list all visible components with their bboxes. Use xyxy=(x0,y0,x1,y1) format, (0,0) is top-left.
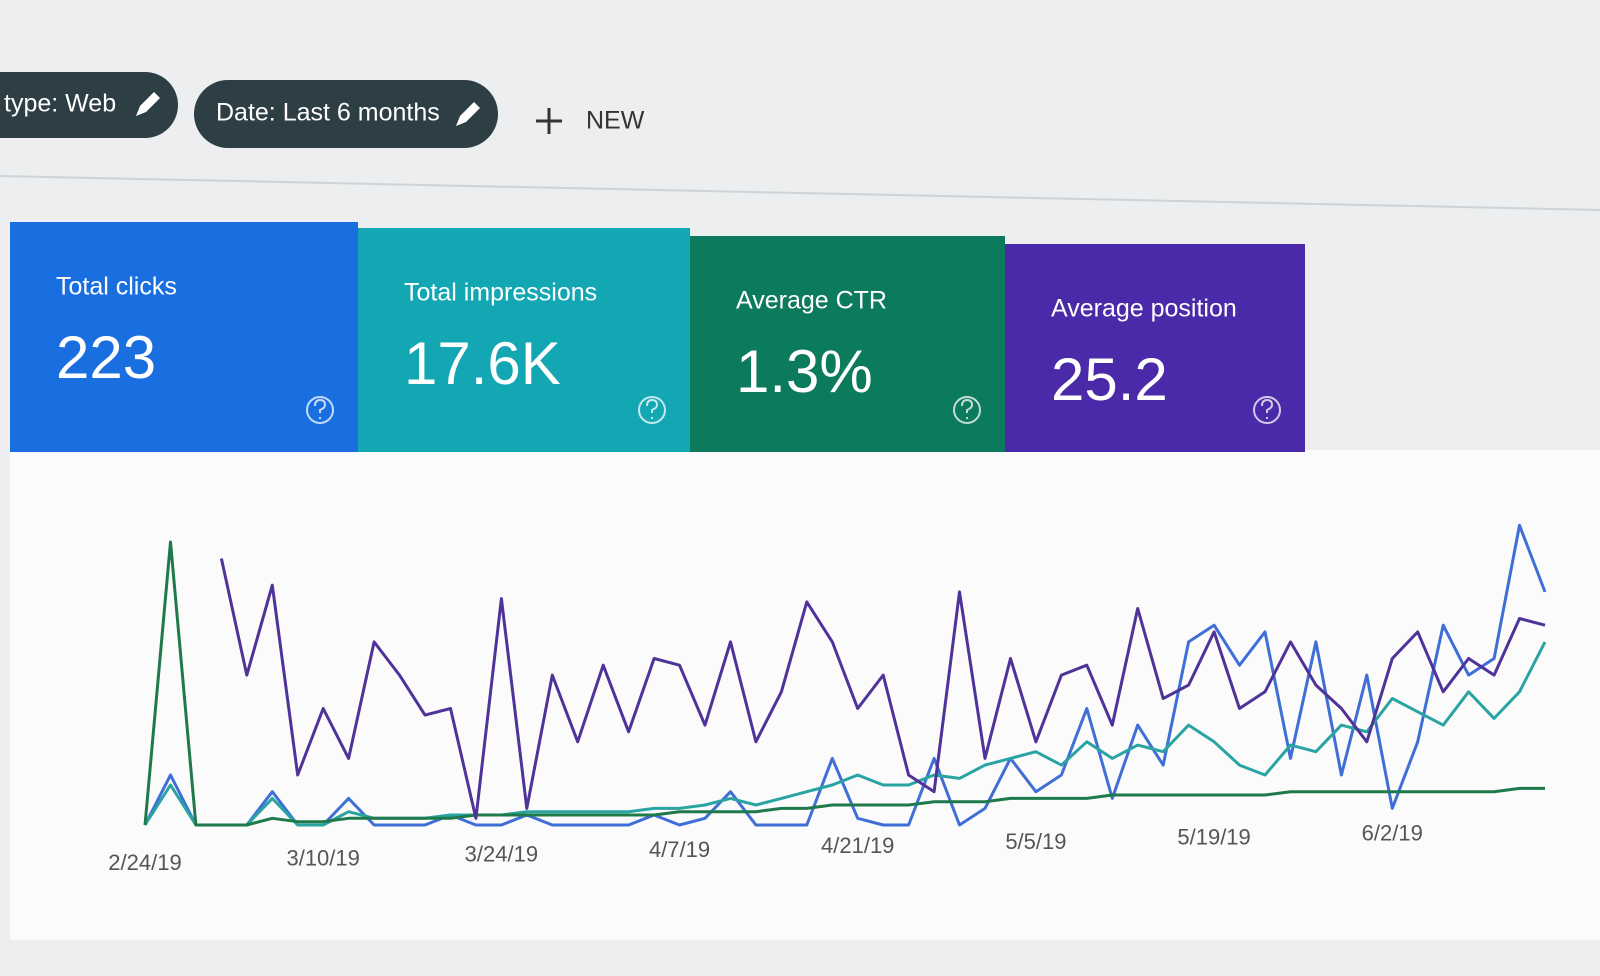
x-tick-label: 4/21/19 xyxy=(821,833,894,858)
series-line xyxy=(143,523,1547,827)
edit-icon xyxy=(136,92,160,116)
x-tick-label: 3/24/19 xyxy=(465,841,538,866)
x-tick-label: 5/5/19 xyxy=(1005,829,1066,854)
card-value: 1.3% xyxy=(736,338,873,405)
plus-icon xyxy=(536,108,562,134)
performance-chart: 2/24/19 3/10/19 3/24/19 4/7/19 4/21/19 5/5/19… xyxy=(108,523,1547,875)
metric-card[interactable]: Average position 25.2 xyxy=(1005,244,1305,452)
card-label: Average CTR xyxy=(736,287,887,315)
edit-icon xyxy=(456,102,480,126)
metric-card[interactable]: Total clicks 223 xyxy=(10,222,358,452)
help-icon xyxy=(953,396,981,424)
x-tick-label: 5/19/19 xyxy=(1177,825,1250,850)
metric-card[interactable]: Average CTR 1.3% xyxy=(690,236,1005,452)
chart-panel xyxy=(10,450,1600,940)
help-icon-glyph xyxy=(961,398,974,419)
chip-label: type: Web xyxy=(4,90,116,118)
metric-cards: Total clicks 223 Total impressions 17.6K Ave… xyxy=(10,222,1305,452)
chip-label: Date: Last 6 months xyxy=(216,99,440,127)
filter-chip[interactable]: Date: Last 6 months xyxy=(194,80,498,148)
metric-card[interactable]: Total impressions 17.6K xyxy=(358,228,690,452)
help-icon xyxy=(306,396,334,424)
card-bg xyxy=(1005,244,1305,452)
new-label: NEW xyxy=(586,107,645,135)
chip-bg xyxy=(194,80,498,148)
card-bg xyxy=(690,236,1005,452)
help-icon-glyph xyxy=(646,398,659,419)
help-icon xyxy=(1253,396,1281,424)
x-tick-label: 3/10/19 xyxy=(286,846,359,871)
chip-bg xyxy=(0,72,178,138)
card-bg xyxy=(10,222,358,452)
x-tick-label: 6/2/19 xyxy=(1362,820,1423,845)
series-line xyxy=(143,540,1545,827)
help-icon-glyph xyxy=(1261,398,1274,419)
card-label: Average position xyxy=(1051,295,1237,323)
series-line xyxy=(219,558,1546,820)
card-label: Total clicks xyxy=(56,273,177,301)
card-label: Total impressions xyxy=(404,279,597,307)
new-button[interactable]: NEW xyxy=(536,107,645,135)
divider xyxy=(0,175,1600,211)
card-value: 17.6K xyxy=(404,330,561,397)
x-tick-label: 4/7/19 xyxy=(649,837,710,862)
card-value: 25.2 xyxy=(1051,346,1168,413)
help-icon xyxy=(638,396,666,424)
filter-chip[interactable]: type: Web xyxy=(0,72,178,138)
help-icon-glyph xyxy=(314,398,327,419)
card-value: 223 xyxy=(56,324,156,391)
card-bg xyxy=(358,228,690,452)
x-tick-label: 2/24/19 xyxy=(108,850,181,875)
